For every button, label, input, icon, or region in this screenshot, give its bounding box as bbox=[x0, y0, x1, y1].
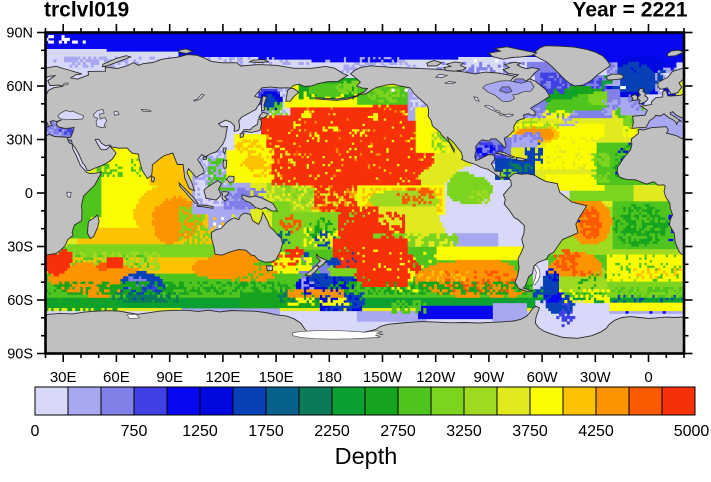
svg-text:0: 0 bbox=[25, 186, 33, 202]
svg-text:90W: 90W bbox=[473, 369, 505, 386]
svg-text:4250: 4250 bbox=[578, 423, 614, 440]
svg-text:2750: 2750 bbox=[380, 423, 416, 440]
svg-text:Year = 2221: Year = 2221 bbox=[572, 0, 687, 22]
svg-text:Depth: Depth bbox=[335, 443, 398, 469]
svg-text:trclvl019: trclvl019 bbox=[44, 0, 129, 22]
svg-text:2250: 2250 bbox=[314, 423, 350, 440]
svg-text:3750: 3750 bbox=[512, 423, 548, 440]
svg-text:90N: 90N bbox=[6, 26, 33, 42]
svg-text:30E: 30E bbox=[50, 369, 77, 386]
svg-text:90E: 90E bbox=[156, 369, 183, 386]
svg-text:1750: 1750 bbox=[248, 423, 284, 440]
svg-text:0: 0 bbox=[644, 369, 652, 386]
svg-text:30N: 30N bbox=[6, 133, 33, 149]
svg-text:30S: 30S bbox=[7, 240, 33, 256]
svg-text:3250: 3250 bbox=[446, 423, 482, 440]
svg-text:180: 180 bbox=[317, 369, 342, 386]
svg-text:90S: 90S bbox=[7, 347, 33, 363]
svg-text:0: 0 bbox=[31, 423, 40, 440]
svg-text:30W: 30W bbox=[580, 369, 612, 386]
svg-text:750: 750 bbox=[121, 423, 148, 440]
svg-text:150E: 150E bbox=[259, 369, 294, 386]
svg-text:60W: 60W bbox=[527, 369, 559, 386]
svg-text:1250: 1250 bbox=[182, 423, 218, 440]
svg-text:120E: 120E bbox=[205, 369, 240, 386]
svg-text:60N: 60N bbox=[6, 79, 33, 95]
svg-text:120W: 120W bbox=[416, 369, 456, 386]
svg-text:150W: 150W bbox=[363, 369, 403, 386]
svg-text:60S: 60S bbox=[7, 293, 33, 309]
svg-text:5000: 5000 bbox=[674, 423, 710, 440]
svg-text:60E: 60E bbox=[103, 369, 130, 386]
